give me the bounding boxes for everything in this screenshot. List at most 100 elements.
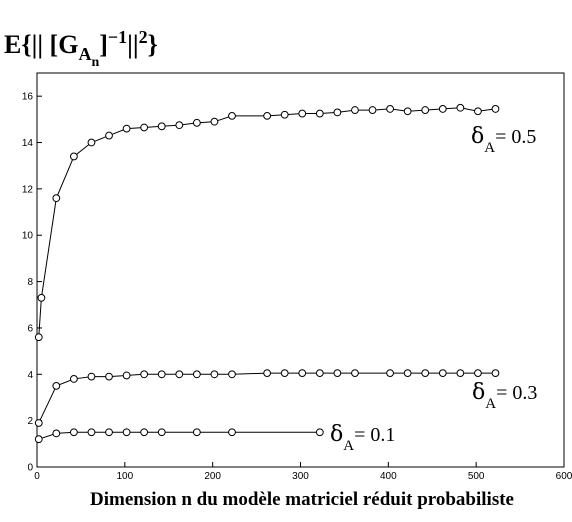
series-line-0 — [38, 107, 496, 338]
y-tick-label: 2 — [27, 416, 33, 427]
series-line-2 — [38, 431, 320, 440]
data-point — [298, 109, 307, 118]
data-point — [228, 428, 236, 437]
data-point — [69, 152, 78, 161]
data-point — [34, 419, 43, 427]
data-point — [192, 118, 201, 127]
data-point — [333, 108, 342, 117]
data-point — [140, 123, 149, 132]
title-sub-n: n — [91, 55, 99, 70]
x-tick-label: 200 — [204, 471, 221, 482]
data-point — [298, 369, 307, 378]
data-point — [438, 369, 447, 378]
delta-sub: A — [485, 396, 496, 412]
data-point — [140, 428, 149, 437]
data-point — [403, 369, 412, 378]
data-point — [87, 372, 96, 381]
data-point — [456, 369, 465, 378]
data-point — [37, 293, 46, 302]
data-point — [315, 369, 324, 378]
data-point — [315, 109, 324, 118]
data-point — [87, 428, 96, 437]
series-label-0p3: δA= 0.3 — [472, 380, 537, 412]
x-tick-label: 100 — [116, 471, 133, 482]
data-point — [280, 369, 289, 378]
title-bars-close: || — [127, 30, 138, 59]
data-point — [157, 428, 166, 437]
data-point — [228, 111, 236, 120]
delta-value: = 0.3 — [496, 382, 537, 404]
data-point — [386, 369, 394, 378]
data-point — [351, 106, 359, 114]
data-point — [421, 106, 430, 114]
delta-value: = 0.1 — [354, 424, 395, 446]
data-point — [491, 105, 500, 113]
data-point — [228, 370, 236, 379]
data-point — [491, 369, 500, 378]
delta-symbol: δ — [471, 124, 484, 149]
data-point — [122, 428, 131, 437]
title-sup-exp: −1 — [108, 27, 127, 47]
title-close-bracket: ] — [99, 30, 108, 59]
series-line-1 — [38, 372, 496, 424]
delta-symbol: δ — [330, 422, 343, 447]
x-tick-label: 600 — [556, 471, 572, 482]
data-point — [263, 369, 272, 378]
x-tick-label: 0 — [34, 471, 40, 482]
data-point — [474, 107, 482, 116]
y-tick-label: 12 — [22, 184, 34, 195]
title-sub-a: A — [78, 44, 91, 64]
data-point — [105, 372, 113, 381]
title-sup-sq: 2 — [139, 27, 148, 47]
data-point — [333, 369, 342, 378]
data-point — [69, 375, 78, 383]
delta-sub: A — [484, 140, 495, 156]
delta-symbol: δ — [472, 380, 485, 405]
data-point — [192, 428, 201, 437]
data-point — [280, 110, 289, 119]
data-point — [210, 117, 219, 126]
data-point — [87, 138, 96, 147]
series-label-0p5: δA= 0.5 — [471, 124, 536, 156]
data-point — [421, 369, 430, 378]
x-tick-label: 500 — [468, 471, 485, 482]
title-prefix: E{ — [4, 30, 32, 59]
data-point — [263, 111, 272, 120]
series-group — [34, 103, 500, 444]
data-point — [105, 131, 113, 140]
data-point — [157, 370, 166, 379]
y-tick-label: 10 — [22, 231, 34, 242]
data-point — [210, 370, 219, 379]
data-point — [175, 121, 184, 130]
data-point — [403, 107, 412, 116]
data-point — [192, 370, 201, 379]
y-tick-label: 16 — [22, 92, 34, 103]
title-bars-open: || [ — [32, 30, 59, 59]
x-tick-label: 400 — [380, 471, 397, 482]
svg-text:E{|| [GAn]−1||2}: E{|| [GAn]−1||2} — [4, 27, 158, 70]
y-tick-label: 14 — [22, 138, 34, 149]
x-tick-label: 300 — [292, 471, 309, 482]
title-g: G — [58, 30, 78, 59]
data-point — [34, 333, 43, 342]
data-point — [52, 429, 61, 438]
delta-value: = 0.5 — [495, 126, 536, 148]
data-point — [52, 194, 61, 203]
data-point — [438, 105, 447, 113]
data-point — [34, 435, 43, 444]
data-point — [122, 371, 131, 380]
y-tick-label: 6 — [27, 323, 33, 334]
y-tick-label: 8 — [27, 277, 33, 288]
y-tick-label: 0 — [27, 463, 33, 474]
data-point — [315, 428, 324, 437]
data-point — [474, 369, 482, 378]
x-axis-label: Dimension n du modèle matriciel réduit p… — [90, 489, 514, 510]
data-point — [368, 106, 377, 114]
chart-title: E{|| [GAn]−1||2} — [4, 27, 158, 70]
data-point — [140, 370, 149, 379]
data-point — [456, 103, 465, 112]
data-point — [69, 428, 78, 437]
data-point — [105, 428, 113, 437]
series-label-0p1: δA= 0.1 — [330, 422, 395, 454]
